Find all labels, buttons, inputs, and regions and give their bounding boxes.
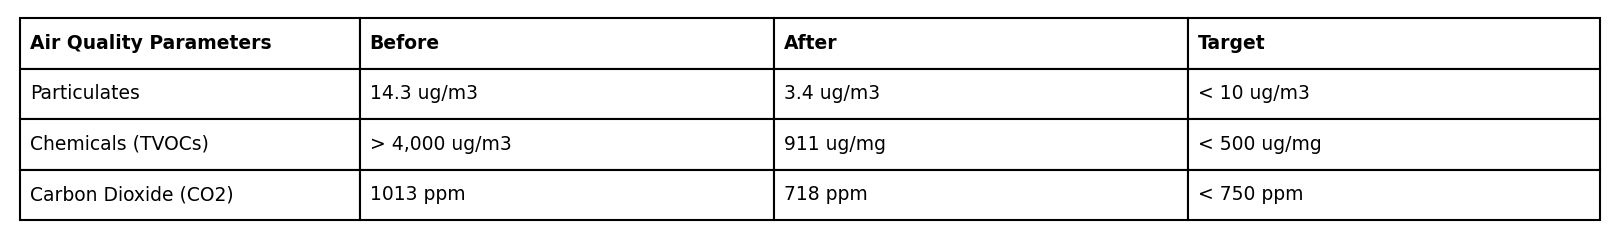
Text: 718 ppm: 718 ppm bbox=[784, 185, 867, 204]
Bar bbox=[774, 69, 1187, 119]
Text: 911 ug/mg: 911 ug/mg bbox=[784, 135, 886, 154]
Text: 3.4 ug/m3: 3.4 ug/m3 bbox=[784, 84, 880, 103]
Bar bbox=[19, 169, 360, 220]
Text: < 750 ppm: < 750 ppm bbox=[1197, 185, 1302, 204]
Bar bbox=[774, 18, 1187, 69]
Bar bbox=[19, 69, 360, 119]
Text: Chemicals (TVOCs): Chemicals (TVOCs) bbox=[31, 135, 209, 154]
Text: > 4,000 ug/m3: > 4,000 ug/m3 bbox=[369, 135, 512, 154]
Text: Particulates: Particulates bbox=[31, 84, 139, 103]
Text: Carbon Dioxide (CO2): Carbon Dioxide (CO2) bbox=[31, 185, 233, 204]
Bar bbox=[360, 119, 774, 169]
Bar bbox=[19, 119, 360, 169]
Bar bbox=[360, 69, 774, 119]
Bar bbox=[1187, 69, 1601, 119]
Bar bbox=[1187, 169, 1601, 220]
Bar bbox=[774, 119, 1187, 169]
Bar bbox=[19, 18, 360, 69]
Bar bbox=[360, 169, 774, 220]
Text: Before: Before bbox=[369, 34, 439, 53]
Text: 14.3 ug/m3: 14.3 ug/m3 bbox=[369, 84, 478, 103]
Text: Target: Target bbox=[1197, 34, 1265, 53]
Text: Air Quality Parameters: Air Quality Parameters bbox=[31, 34, 272, 53]
Text: After: After bbox=[784, 34, 838, 53]
Bar bbox=[774, 169, 1187, 220]
Bar bbox=[1187, 119, 1601, 169]
Text: < 500 ug/mg: < 500 ug/mg bbox=[1197, 135, 1322, 154]
Text: < 10 ug/m3: < 10 ug/m3 bbox=[1197, 84, 1309, 103]
Bar bbox=[360, 18, 774, 69]
Text: 1013 ppm: 1013 ppm bbox=[369, 185, 465, 204]
Bar bbox=[1187, 18, 1601, 69]
